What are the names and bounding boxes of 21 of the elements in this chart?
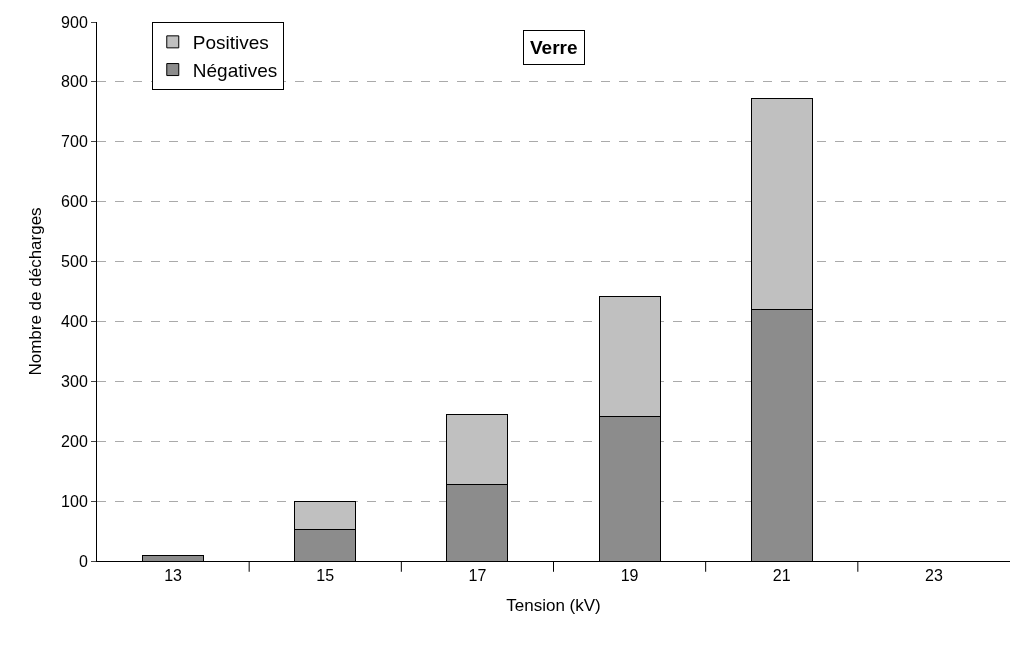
legend-label: Négatives bbox=[192, 59, 278, 81]
y-tick-label: 100 bbox=[61, 492, 88, 510]
y-tick-label: 0 bbox=[78, 552, 88, 570]
text: Verre bbox=[530, 37, 578, 58]
y-tick-label: 600 bbox=[61, 193, 88, 211]
y-tick-label: 200 bbox=[61, 432, 88, 450]
x-tick-label: 19 bbox=[620, 567, 639, 585]
x-tick-label: 13 bbox=[164, 567, 183, 585]
x-axis-title: Tension (kV) bbox=[506, 595, 601, 615]
x-tick-label: 23 bbox=[925, 567, 943, 585]
y-tick-label: 700 bbox=[61, 133, 88, 151]
y-tick-label: 400 bbox=[61, 313, 88, 331]
y-tick-label: 500 bbox=[61, 253, 88, 271]
y-tick-label: 300 bbox=[61, 372, 88, 390]
x-tick-label: 15 bbox=[316, 567, 335, 585]
legend-label: Positives bbox=[192, 32, 269, 54]
y-tick-label: 800 bbox=[61, 73, 88, 91]
y-tick-label: 900 bbox=[61, 13, 88, 31]
x-tick-label: 17 bbox=[468, 567, 487, 585]
x-tick-label: 21 bbox=[772, 567, 791, 585]
y-axis-title: Nombre de décharges bbox=[25, 207, 45, 376]
